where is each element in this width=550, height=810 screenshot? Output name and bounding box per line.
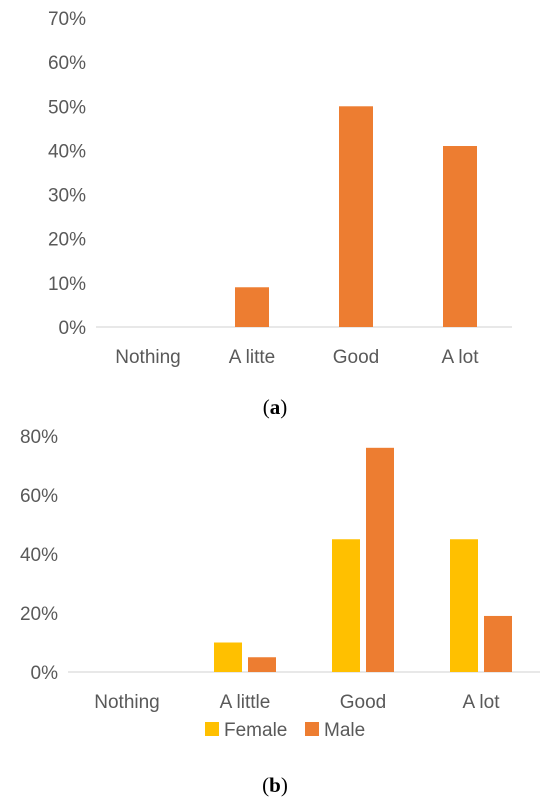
y-tick-label: 0% [59,318,87,339]
y-tick-label: 10% [48,274,86,295]
legend-label-male: Male [324,720,365,741]
legend-swatch-female [205,722,219,736]
y-tick-label: 0% [31,663,59,684]
bar-male-good [366,447,394,672]
bar-series-a-lot [443,146,477,327]
legend-b: Female Male [205,720,365,741]
x-category-label: Good [333,347,379,368]
y-tick-label: 20% [20,604,58,625]
caption-a: (a) [263,395,288,419]
y-tick-label: 60% [48,53,86,74]
bar-series-good [339,106,373,328]
legend-swatch-male [305,722,319,736]
y-tick-label: 60% [20,486,58,507]
x-category-label: Good [340,692,386,713]
y-tick-label: 40% [20,545,58,566]
y-tick-label: 80% [20,427,58,448]
bar-male-a-lot [484,615,512,672]
x-category-label: A lot [442,347,480,368]
x-category-label: A litte [229,347,275,368]
y-tick-label: 30% [48,186,86,207]
y-tick-label: 50% [48,97,86,118]
x-category-label: Nothing [94,692,160,713]
x-category-label: Nothing [115,347,181,368]
legend-label-female: Female [224,720,287,741]
y-tick-label: 70% [48,9,86,30]
bar-female-a-little [214,642,242,672]
x-category-label: A lot [463,692,501,713]
bar-female-a-lot [450,539,478,672]
y-tick-label: 40% [48,141,86,162]
bar-male-a-little [248,657,276,672]
chart-b: 0% 20% 40% 60% 80% Nothing A little Good A lot [20,427,540,713]
caption-b: (b) [262,773,288,797]
bar-series-a-litte [235,287,269,327]
y-tick-label: 20% [48,230,86,251]
bar-female-good [332,539,360,672]
x-category-label: A little [220,692,271,713]
chart-a: 0% 10% 20% 30% 40% 50% 60% 70% Nothing A litte Goo… [48,9,512,368]
